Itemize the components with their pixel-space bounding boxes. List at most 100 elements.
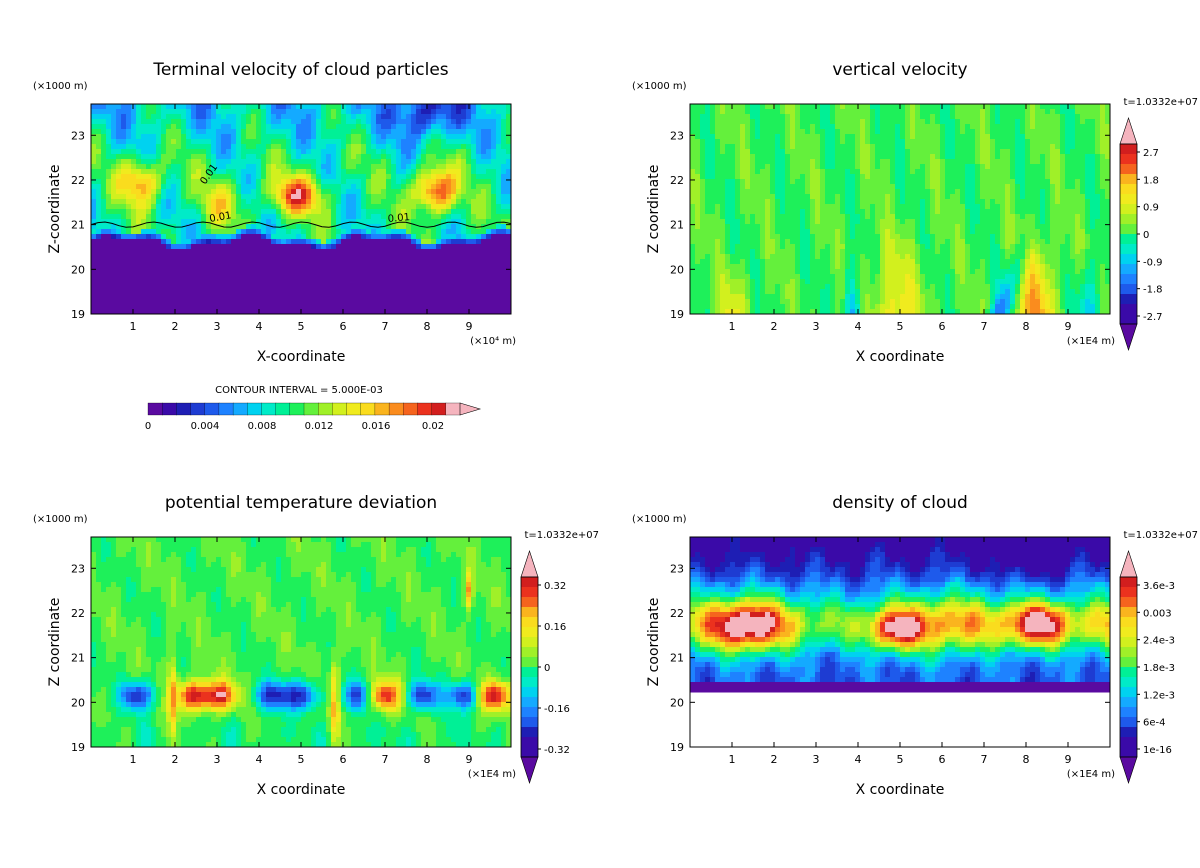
p1-cell: [126, 159, 132, 165]
p1-cell: [161, 224, 167, 230]
p1-cell: [286, 159, 292, 165]
p1-cell: [306, 239, 312, 245]
p2-cell: [730, 209, 736, 215]
p1-cell: [356, 139, 362, 145]
p2-cell: [810, 239, 816, 245]
p2-cell: [850, 134, 856, 140]
p2-cell: [845, 219, 851, 225]
p1-cell: [236, 134, 242, 140]
p1-cell: [436, 214, 442, 220]
p1-cell: [206, 154, 212, 160]
p1-cell: [106, 269, 112, 275]
p1-cell: [196, 289, 202, 295]
p2-cell: [830, 214, 836, 220]
p2-cell: [705, 199, 711, 205]
p2-cell: [840, 284, 846, 290]
p1-cell: [476, 159, 482, 165]
p1-cell: [436, 254, 442, 260]
p1-cell: [411, 309, 417, 315]
p1-cell: [316, 204, 322, 210]
p2-cell: [755, 289, 761, 295]
p1-cell: [241, 134, 247, 140]
p1-cell: [236, 164, 242, 170]
p2-cell: [750, 129, 756, 135]
p2-cell: [705, 114, 711, 120]
p2-cell: [805, 214, 811, 220]
p2-cell: [845, 304, 851, 310]
p1-cell: [236, 174, 242, 180]
p1-cell: [176, 304, 182, 310]
p1-cell: [261, 294, 267, 300]
p1-cell: [131, 289, 137, 295]
p1-cell: [421, 144, 427, 150]
p1-cell: [271, 119, 277, 125]
p1-cell: [306, 154, 312, 160]
p1-cell: [256, 304, 262, 310]
p1-cell: [471, 124, 477, 130]
p1-cell: [226, 299, 232, 305]
p1-cell: [161, 209, 167, 215]
p1-cell: [201, 114, 207, 120]
p1-cell: [261, 244, 267, 250]
p2-cell: [735, 289, 741, 295]
p2-cell: [770, 194, 776, 200]
p2-cell: [830, 254, 836, 260]
p1-cell: [496, 234, 502, 240]
p1-cell: [141, 219, 147, 225]
p1-cell: [136, 109, 142, 115]
p2-cell: [805, 154, 811, 160]
p2-cell: [720, 259, 726, 265]
p2-cell: [765, 144, 771, 150]
p1-cell: [466, 184, 472, 190]
p1-cell: [421, 199, 427, 205]
p2-cell: [820, 219, 826, 225]
p2-cell: [765, 229, 771, 235]
p1-cell: [366, 204, 372, 210]
p1-cell: [496, 289, 502, 295]
p2-cell: [755, 209, 761, 215]
p1-cell: [381, 279, 387, 285]
p1-cell: [286, 214, 292, 220]
p2-cell: [730, 269, 736, 275]
p1-cell: [501, 279, 507, 285]
p1-cell: [291, 214, 297, 220]
p2-cell: [775, 134, 781, 140]
p1-cell: [431, 159, 437, 165]
p2-cell: [780, 174, 786, 180]
p1-cell: [361, 114, 367, 120]
p2-cell: [755, 269, 761, 275]
p1-cell: [506, 114, 512, 120]
p2-cell: [800, 274, 806, 280]
p1-cell: [351, 254, 357, 260]
p1-cell: [241, 209, 247, 215]
p2-cell: [780, 189, 786, 195]
p1-cell: [336, 219, 342, 225]
p1-cell: [386, 234, 392, 240]
p1-cell: [231, 284, 237, 290]
p2-cell: [795, 309, 801, 315]
p1-cell: [366, 169, 372, 175]
p1-cell: [306, 274, 312, 280]
p1-cell: [506, 264, 512, 270]
p1-cell: [491, 214, 497, 220]
p1-cell: [341, 164, 347, 170]
p1-cell: [276, 149, 282, 155]
p2-cell: [690, 194, 696, 200]
p1-cell: [496, 159, 502, 165]
p2-cell: [725, 279, 731, 285]
p1-cell: [146, 139, 152, 145]
p1-cell: [151, 259, 157, 265]
p2-cell: [765, 239, 771, 245]
p1-cell: [156, 204, 162, 210]
p1-cell: [366, 264, 372, 270]
p1-cell: [191, 194, 197, 200]
p1-cell: [416, 209, 422, 215]
p1-cell: [291, 179, 297, 185]
p1-cell: [256, 159, 262, 165]
p1-cell: [216, 229, 222, 235]
p2-cell: [745, 234, 751, 240]
p1-cell: [376, 294, 382, 300]
p1-cell: [166, 129, 172, 135]
p1-cell: [271, 169, 277, 175]
p2-cell: [695, 294, 701, 300]
